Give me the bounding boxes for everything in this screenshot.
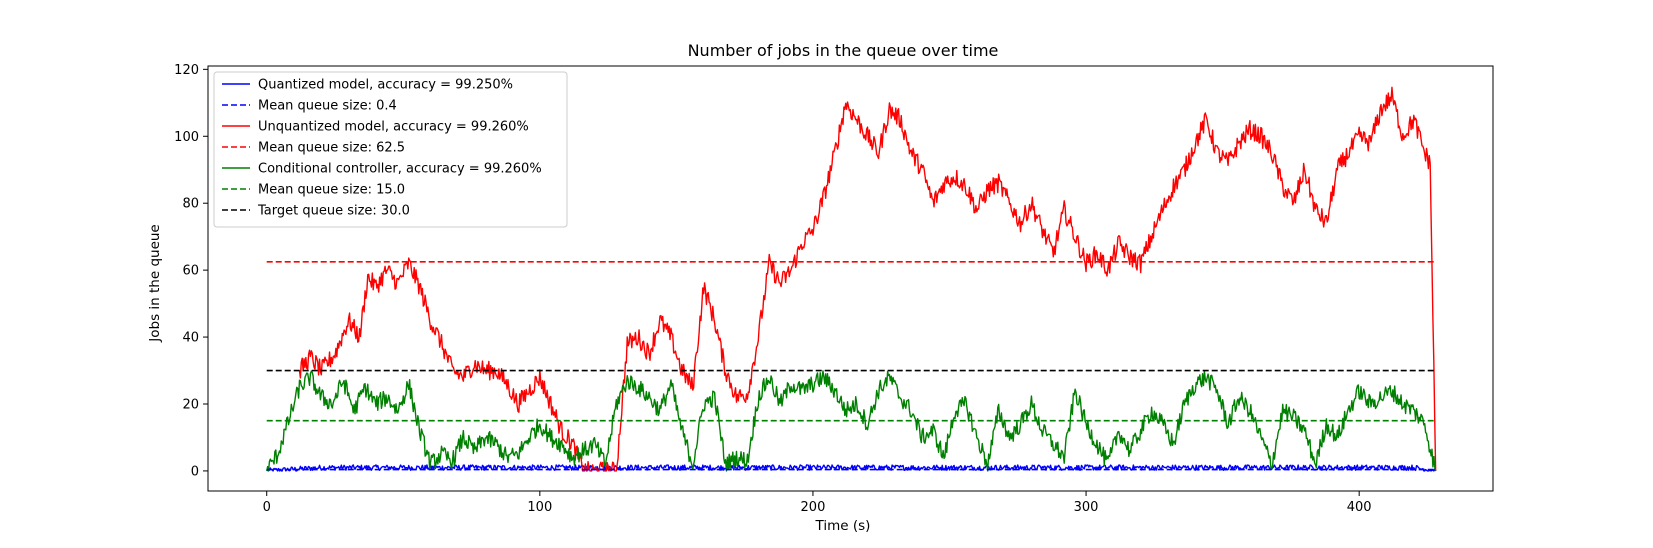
legend-entry: Unquantized model, accuracy = 99.260% <box>222 120 529 135</box>
y-tick-label: 0 <box>191 464 199 479</box>
x-tick-label: 300 <box>1074 500 1099 515</box>
legend-label: Conditional controller, accuracy = 99.26… <box>258 162 542 177</box>
plot-frame <box>207 65 1494 492</box>
y-tick-label: 20 <box>182 397 199 412</box>
chart-title: Number of jobs in the queue over time <box>688 41 999 60</box>
x-axis-label: Time (s) <box>815 518 871 534</box>
y-tick-label: 80 <box>182 197 199 212</box>
legend-label: Mean queue size: 0.4 <box>258 99 397 114</box>
legend-entry: Quantized model, accuracy = 99.250% <box>222 78 513 93</box>
y-tick-label: 60 <box>182 264 199 279</box>
x-tick-label: 0 <box>263 500 271 515</box>
legend-box <box>213 71 568 228</box>
legend-label: Mean queue size: 62.5 <box>258 141 405 156</box>
legend-entry: Mean queue size: 62.5 <box>222 141 405 156</box>
legend-entry: Mean queue size: 15.0 <box>222 183 405 198</box>
y-axis-label: Jobs in the queue <box>147 224 163 342</box>
legend-entry: Mean queue size: 0.4 <box>222 99 397 114</box>
legend-entry: Target queue size: 30.0 <box>222 204 410 219</box>
plot-area <box>266 86 1437 472</box>
legend-label: Quantized model, accuracy = 99.250% <box>258 78 513 93</box>
legend-label: Unquantized model, accuracy = 99.260% <box>258 120 529 135</box>
legend: Quantized model, accuracy = 99.250% Mean … <box>213 71 568 228</box>
y-axis: 0 20 40 60 80 100 120 <box>174 63 208 479</box>
y-tick-label: 40 <box>182 331 199 346</box>
y-tick-label: 120 <box>174 63 199 78</box>
series-line-2 <box>266 370 1437 472</box>
legend-label: Mean queue size: 15.0 <box>258 183 405 198</box>
legend-entry: Conditional controller, accuracy = 99.26… <box>222 162 542 177</box>
x-tick-label: 200 <box>801 500 826 515</box>
legend-label: Target queue size: 30.0 <box>257 204 410 219</box>
x-tick-label: 100 <box>527 500 552 515</box>
y-tick-label: 100 <box>174 130 199 145</box>
x-tick-label: 400 <box>1347 500 1372 515</box>
series-line-1 <box>298 86 1437 472</box>
x-axis: 0 100 200 300 400 <box>263 491 1372 515</box>
